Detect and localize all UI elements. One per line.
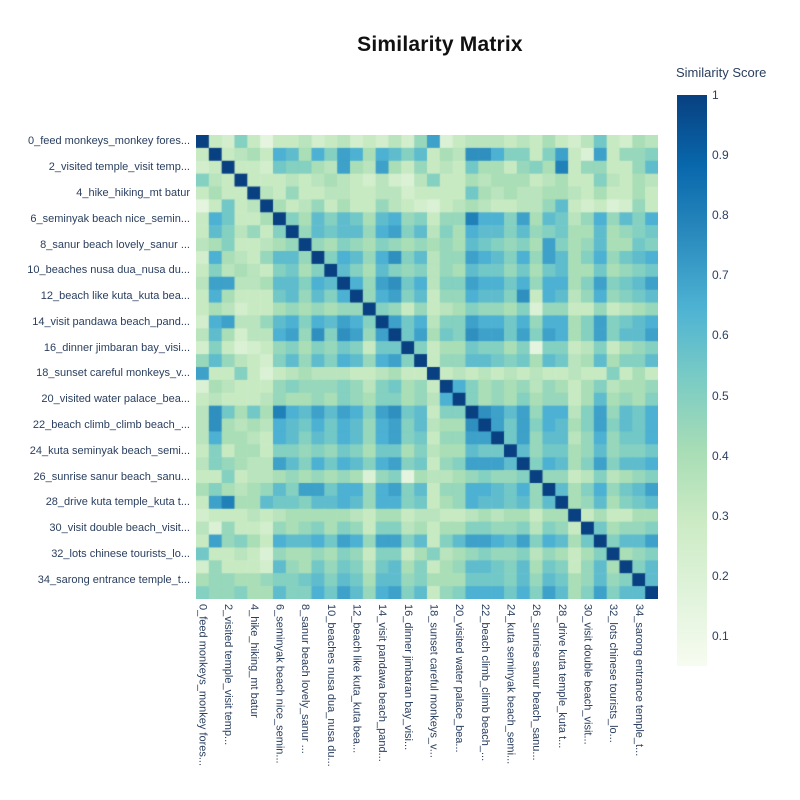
colorbar-tick-label: 0.1 — [712, 628, 729, 643]
x-tick-label: 16_dinner jimbaran bay_visi... — [401, 604, 414, 751]
x-tick-label: 26_sunrise sanur beach_sanu... — [530, 604, 543, 761]
colorbar-tick-label: 1 — [712, 88, 719, 102]
y-tick-label: 6_seminyak beach nice_semin... — [30, 212, 190, 225]
x-tick-label: 24_kuta seminyak beach_semi... — [504, 604, 517, 765]
colorbar-tick-label: 0.3 — [712, 508, 729, 523]
x-tick-label: 12_beach like kuta_kuta bea... — [350, 604, 363, 754]
y-tick-label: 8_sanur beach lovely_sanur ... — [40, 238, 190, 251]
y-tick-label: 2_visited temple_visit temp... — [48, 161, 190, 174]
y-tick-label: 16_dinner jimbaran bay_visi... — [43, 341, 190, 354]
x-tick-label: 34_sarong entrance temple_t... — [632, 604, 645, 757]
x-tick-label: 2_visited temple_visit temp... — [222, 604, 235, 746]
colorbar-tick-label: 0.6 — [712, 328, 729, 343]
x-tick-label: 18_sunset careful monkeys_v... — [427, 604, 440, 758]
x-tick-label: 22_beach climb_climb beach_... — [478, 604, 491, 762]
y-tick-label: 12_beach like kuta_kuta bea... — [40, 290, 190, 303]
colorbar-tick-label: 0.8 — [712, 208, 729, 223]
x-tick-label: 32_lots chinese tourists_lo... — [607, 604, 620, 743]
y-tick-label: 30_visit double beach_visit... — [49, 522, 190, 535]
y-tick-label: 24_kuta seminyak beach_semi... — [29, 444, 190, 457]
chart-title: Similarity Matrix — [357, 33, 523, 56]
y-tick-label: 18_sunset careful monkeys_v... — [36, 367, 190, 380]
y-tick-label: 0_feed monkeys_monkey fores... — [27, 135, 190, 148]
x-tick-label: 20_visited water palace_bea... — [453, 604, 466, 753]
y-tick-label: 10_beaches nusa dua_nusa du... — [27, 264, 190, 277]
x-tick-label: 6_seminyak beach nice_semin... — [273, 604, 286, 764]
y-tick-label: 32_lots chinese tourists_lo... — [51, 547, 190, 560]
colorbar-title: Similarity Score — [676, 65, 767, 80]
x-tick-label: 14_visit pandawa beach_pand... — [376, 604, 389, 762]
x-tick-label: 8_sanur beach lovely_sanur ... — [299, 604, 312, 754]
heatmap[interactable] — [196, 135, 658, 599]
y-tick-label: 4_hike_hiking_mt batur — [76, 187, 190, 199]
y-tick-label: 26_sunrise sanur beach_sanu... — [33, 470, 190, 483]
y-tick-label: 28_drive kuta temple_kuta t... — [45, 496, 190, 509]
x-tick-label: 4_hike_hiking_mt batur — [247, 604, 260, 718]
y-tick-label: 34_sarong entrance temple_t... — [37, 573, 190, 586]
colorbar-tick-label: 0.7 — [712, 268, 729, 283]
x-tick-label: 0_feed monkeys_monkey fores... — [196, 604, 209, 767]
y-tick-label: 22_beach climb_climb beach_... — [32, 419, 190, 431]
x-tick-label: 10_beaches nusa dua_nusa du... — [324, 604, 337, 767]
colorbar-tick-label: 0.5 — [712, 388, 729, 403]
x-tick-label: 28_drive kuta temple_kuta t... — [555, 604, 568, 749]
colorbar-tick-label: 0.4 — [712, 448, 729, 463]
colorbar-tick-label: 0.2 — [712, 568, 729, 583]
y-tick-label: 14_visit pandawa beach_pand... — [32, 315, 190, 328]
y-tick-label: 20_visited water palace_bea... — [41, 393, 190, 406]
colorbar-gradient — [677, 95, 707, 666]
x-tick-label: 30_visit double beach_visit... — [581, 604, 594, 745]
colorbar-tick-label: 0.9 — [712, 148, 729, 163]
